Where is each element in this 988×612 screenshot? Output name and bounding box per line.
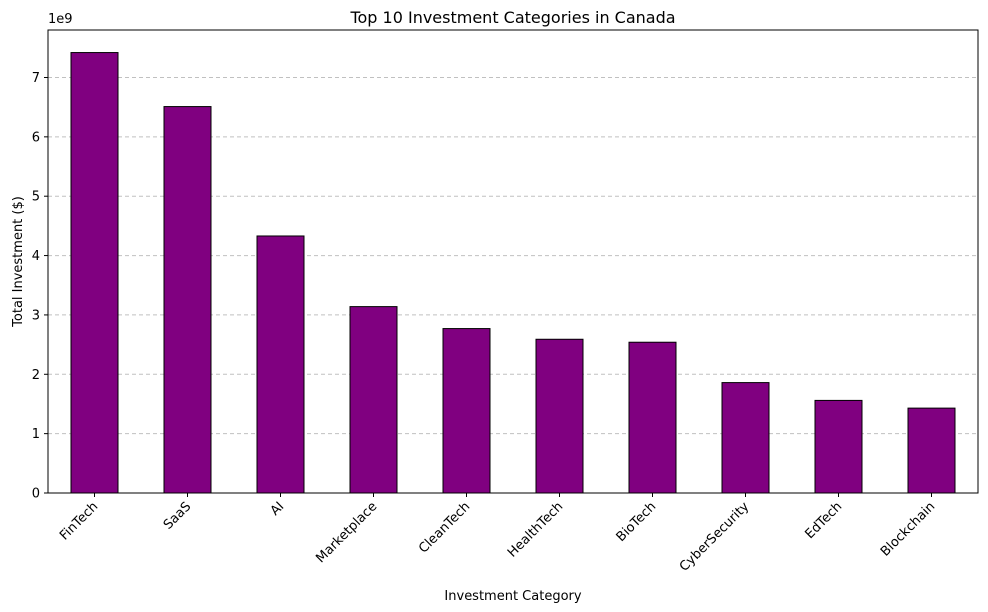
plot-frame: [47, 29, 979, 494]
bar-fintech: [70, 52, 119, 494]
bar-marketplace: [349, 306, 398, 494]
chart-title: Top 10 Investment Categories in Canada: [349, 8, 675, 27]
bar-healthtech: [535, 338, 584, 494]
y-tick-label: 4: [32, 249, 40, 264]
bar-cleantech: [442, 328, 491, 494]
y-axis-title: Total Investment ($): [11, 196, 26, 328]
y-tick-label: 6: [32, 130, 40, 145]
y-tick-label: 5: [32, 190, 40, 205]
y-tick-label: 3: [32, 308, 40, 323]
y-tick-label: 1: [32, 427, 40, 442]
bar-edtech: [814, 399, 863, 494]
y-offset-label: 1e9: [48, 12, 73, 27]
bar-cybersecurity: [721, 382, 770, 494]
bar-saas: [163, 106, 212, 494]
y-axis-ticks: 0 1 2 3 4 5 6 7: [32, 71, 48, 502]
bar-blockchain: [907, 407, 956, 494]
y-tick-label: 2: [32, 368, 40, 383]
y-tick-label: 0: [32, 487, 40, 502]
bars: [70, 52, 956, 494]
x-axis-title: Investment Category: [444, 589, 581, 604]
bar-ai: [256, 235, 305, 494]
y-tick-label: 7: [32, 71, 40, 86]
bar-biotech: [628, 341, 677, 494]
